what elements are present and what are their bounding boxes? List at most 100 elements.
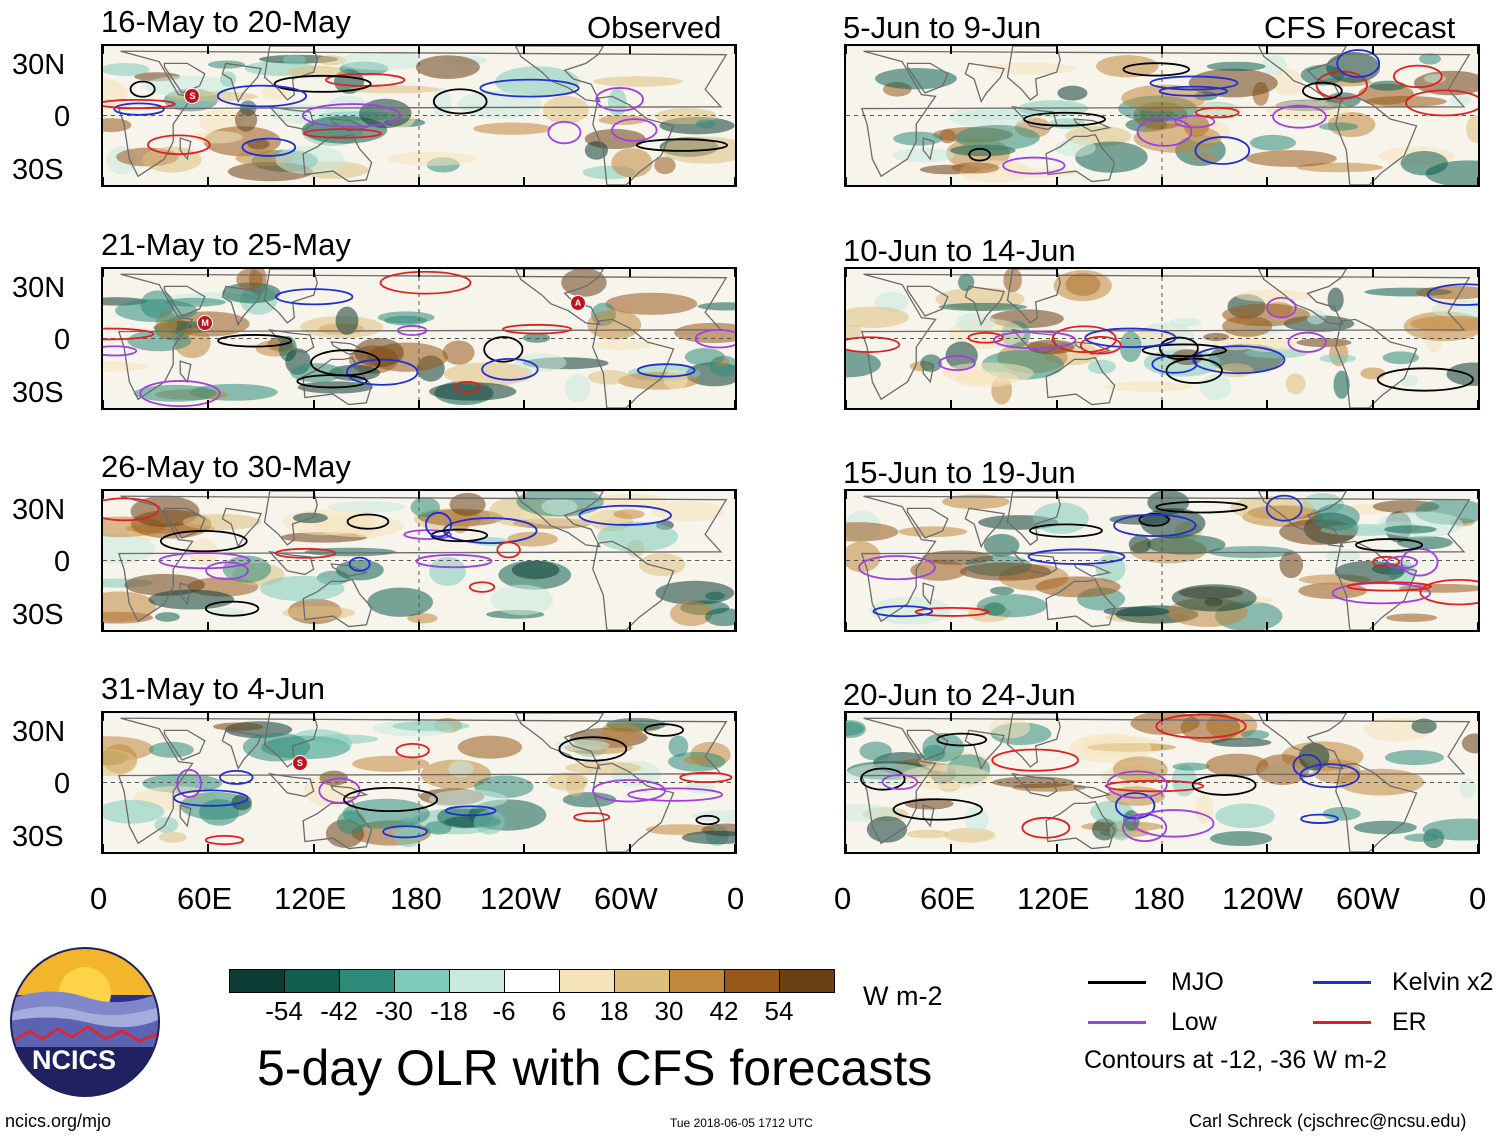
colorbar-swatch <box>779 969 835 993</box>
panel-title-right-3: 15-Jun to 19-Jun <box>843 455 1076 490</box>
map-tick <box>950 400 953 408</box>
cfs-forecast-label: CFS Forecast <box>1264 10 1456 45</box>
panel-title-left-4: 31-May to 4-Jun <box>101 671 325 706</box>
colorbar-tick-label: 18 <box>599 996 629 1026</box>
map-panel-observed-4: S <box>101 711 737 854</box>
map-tick <box>207 713 210 721</box>
map-tick <box>523 400 526 408</box>
map-tick <box>1266 269 1269 277</box>
map-tick <box>312 177 315 185</box>
map-tick <box>846 622 847 630</box>
map-tick <box>312 622 315 630</box>
map-tick <box>1055 400 1058 408</box>
map-tick <box>1266 491 1269 499</box>
map-tick <box>103 491 104 499</box>
map-tick <box>1161 400 1163 408</box>
lon-label-120w: 120W <box>480 881 561 916</box>
map-tick <box>1477 844 1478 852</box>
lon-label-120e: 120E <box>1017 881 1090 916</box>
map-tick <box>418 177 420 185</box>
map-tick <box>1266 622 1269 630</box>
map-tick <box>523 46 526 54</box>
map-tick <box>1477 713 1478 721</box>
map-tick <box>1266 177 1269 185</box>
map-tick <box>1161 269 1163 277</box>
lon-label-0: 0 <box>90 881 108 916</box>
map-tick <box>1371 400 1374 408</box>
map-tick <box>207 46 210 54</box>
lon-label-120w: 120W <box>1222 881 1303 916</box>
legend-label-kelvin: Kelvin x2 <box>1392 968 1494 996</box>
map-tick <box>1266 46 1269 54</box>
legend-label-er: ER <box>1392 1008 1427 1036</box>
map-tick <box>1161 844 1163 852</box>
map-graphic <box>103 269 735 408</box>
colorbar-tick-label: -42 <box>320 996 358 1026</box>
panel-title-left-1: 16-May to 20-May <box>101 4 351 39</box>
colorbar-swatch <box>394 969 450 993</box>
map-tick <box>628 491 631 499</box>
map-tick <box>628 844 631 852</box>
map-tick <box>734 713 735 721</box>
map-tick <box>103 177 104 185</box>
map-graphic <box>846 46 1478 185</box>
lat-label-eq: 0 <box>54 768 71 800</box>
footer-url[interactable]: ncics.org/mjo <box>5 1111 112 1131</box>
panel-title-right-4: 20-Jun to 24-Jun <box>843 677 1076 712</box>
map-panel-forecast-3 <box>844 489 1480 632</box>
colorbar-swatch <box>284 969 340 993</box>
map-panel-observed-1: S <box>101 44 737 187</box>
colorbar-swatch <box>229 969 285 993</box>
map-tick <box>1371 844 1374 852</box>
ncics-logo: NCICS <box>10 947 160 1097</box>
map-tick <box>950 844 953 852</box>
lon-label-60w: 60W <box>594 881 658 916</box>
map-tick <box>418 46 420 54</box>
map-graphic <box>103 713 735 852</box>
legend-label-low: Low <box>1171 1008 1217 1036</box>
lat-label-30n: 30N <box>12 272 66 304</box>
map-tick <box>103 400 104 408</box>
map-tick <box>103 269 104 277</box>
map-tick <box>1055 269 1058 277</box>
colorbar-swatch <box>449 969 505 993</box>
map-tick <box>1055 46 1058 54</box>
map-tick <box>1055 177 1058 185</box>
map-tick <box>207 622 210 630</box>
map-tick <box>628 622 631 630</box>
panel-title-left-2: 21-May to 25-May <box>101 227 351 262</box>
map-tick <box>1371 269 1374 277</box>
map-tick <box>103 46 104 54</box>
map-tick <box>418 622 420 630</box>
lat-label-30s: 30S <box>12 154 64 186</box>
map-tick <box>207 177 210 185</box>
map-tick <box>312 269 315 277</box>
map-tick <box>1161 491 1163 499</box>
map-tick <box>1161 622 1163 630</box>
map-tick <box>846 844 847 852</box>
colorbar-tick-label: -6 <box>492 996 516 1026</box>
map-tick <box>1161 177 1163 185</box>
map-tick <box>846 269 847 277</box>
map-tick <box>1055 713 1058 721</box>
colorbar-swatch <box>614 969 670 993</box>
lat-label-eq: 0 <box>54 101 71 133</box>
map-tick <box>628 269 631 277</box>
map-tick <box>1371 177 1374 185</box>
lon-label-60w: 60W <box>1336 881 1400 916</box>
legend-line-er <box>1313 1021 1371 1024</box>
map-tick <box>846 177 847 185</box>
colorbar-units: W m-2 <box>863 981 943 1011</box>
map-tick <box>734 177 735 185</box>
map-tick <box>207 400 210 408</box>
map-tick <box>1266 844 1269 852</box>
lon-label-0: 0 <box>834 881 852 916</box>
storm-marker: M <box>197 314 214 331</box>
map-tick <box>950 177 953 185</box>
panel-title-left-3: 26-May to 30-May <box>101 449 351 484</box>
map-tick <box>734 844 735 852</box>
lat-label-30n: 30N <box>12 716 66 748</box>
lon-label-60e: 60E <box>177 881 233 916</box>
lon-label-0-end: 0 <box>727 881 745 916</box>
map-tick <box>1477 491 1478 499</box>
